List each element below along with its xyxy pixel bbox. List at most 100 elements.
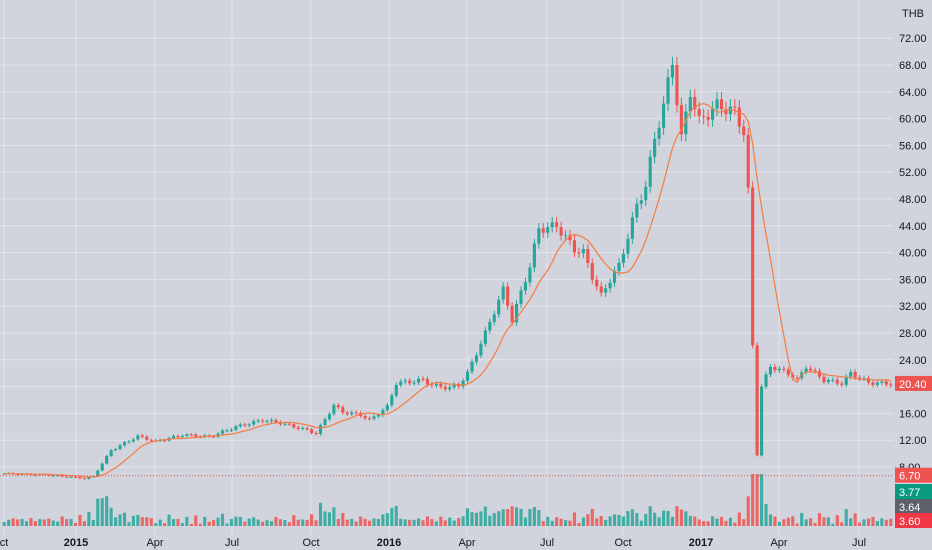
volume-bar	[198, 523, 202, 526]
volume-bar	[11, 518, 15, 526]
volume-bar	[381, 514, 385, 526]
volume-bar	[189, 523, 193, 526]
x-tick-label: 2017	[689, 537, 713, 549]
candle-body	[457, 384, 461, 387]
volume-bar	[813, 523, 817, 526]
candle-body	[728, 106, 732, 114]
candle-body	[292, 424, 296, 428]
candle-body	[768, 366, 773, 375]
candle-body	[96, 470, 100, 477]
candle-body	[47, 474, 51, 476]
candle-body	[425, 379, 430, 385]
y-tick-label: 32.00	[899, 301, 927, 313]
volume-bar	[835, 515, 839, 526]
volume-bar	[301, 519, 305, 526]
volume-bar	[884, 519, 888, 526]
volume-bar	[804, 519, 808, 526]
volume-bar	[711, 516, 715, 526]
reference-price-badge-bg	[895, 467, 932, 483]
volume-bar	[817, 513, 822, 526]
x-tick-label: Oct	[614, 537, 631, 549]
volume-bar	[880, 518, 884, 526]
candle-body	[78, 476, 82, 479]
volume-bar	[546, 516, 550, 526]
volume-bar	[359, 516, 363, 526]
volume-bar	[461, 516, 465, 526]
volume-bar	[866, 518, 871, 526]
candle-body	[73, 476, 78, 478]
candle-body	[180, 435, 184, 437]
volume-bar	[613, 514, 617, 526]
x-tick-label: 2015	[64, 537, 88, 549]
volume-bar	[666, 510, 670, 526]
volume-bar	[16, 519, 20, 526]
y-tick-label: 60.00	[899, 114, 927, 126]
time-axis[interactable]: ct 2015 Apr Jul Oct 2016 Apr Jul Oct 2017 Apr Jul	[0, 537, 866, 549]
volume-bar	[314, 520, 318, 526]
candle-body	[323, 419, 327, 425]
volume-bar	[29, 517, 33, 526]
candle-body	[635, 203, 639, 218]
candle-body	[831, 379, 835, 381]
candle-body	[572, 240, 577, 253]
volume-bar	[626, 511, 630, 526]
volume-bar	[550, 520, 554, 526]
volume-bar	[809, 518, 813, 526]
candle-body	[559, 227, 563, 236]
volume-bar	[158, 519, 162, 526]
candle-body	[648, 156, 652, 187]
candle-body	[16, 474, 20, 476]
last-price-badge: 20.40	[899, 379, 927, 391]
candle-body	[341, 407, 345, 413]
x-tick-label: Apr	[146, 537, 163, 549]
volume-bar	[639, 520, 643, 526]
candle-body	[336, 405, 340, 408]
candle-body	[385, 405, 389, 411]
candle-body	[826, 380, 830, 383]
candle-body	[662, 103, 666, 128]
volume-bar	[782, 519, 786, 526]
volume-badge-bg	[895, 499, 932, 514]
candle-body	[243, 424, 247, 426]
volume-bar	[69, 518, 73, 526]
candle-body	[443, 386, 447, 390]
candle-body	[171, 435, 176, 439]
volume-bar	[679, 509, 683, 526]
volume-bar	[256, 519, 260, 526]
y-tick-label: 12.00	[899, 435, 927, 447]
candle-body	[216, 433, 220, 437]
volume-bar	[7, 519, 11, 526]
volume-bar	[350, 518, 354, 526]
candle-body	[65, 476, 69, 478]
volume-bar	[670, 516, 675, 526]
candle-body	[354, 412, 358, 414]
candle-body	[675, 64, 679, 106]
volume-bar	[131, 515, 135, 526]
volume-bar	[479, 511, 483, 526]
volume-bar	[341, 513, 345, 526]
volume-bar	[247, 518, 251, 526]
volume-bar	[448, 517, 452, 526]
candle-body	[194, 434, 198, 437]
x-tick-label: Apr	[770, 537, 787, 549]
volume-bar	[706, 521, 710, 526]
candle-body	[403, 380, 407, 382]
volume-bar	[822, 517, 826, 526]
volume-bar	[118, 514, 122, 526]
volume-badge: 3.77	[899, 487, 920, 499]
volume-bar	[875, 521, 879, 526]
candle-body	[880, 381, 884, 383]
candle-body	[314, 432, 318, 434]
volume-bar	[367, 520, 372, 526]
volume-bar	[746, 496, 750, 526]
volume-bar	[697, 519, 701, 526]
price-axis[interactable]: THB 8.0012.0016.0020.0024.0028.0032.0036…	[899, 8, 927, 474]
candle-body	[421, 378, 425, 380]
candle-body	[488, 321, 492, 331]
volume-bar	[751, 474, 755, 526]
volume-bar	[292, 515, 296, 526]
volume-bar	[60, 516, 64, 526]
volume-bar	[421, 520, 425, 526]
candle-body	[163, 440, 167, 442]
